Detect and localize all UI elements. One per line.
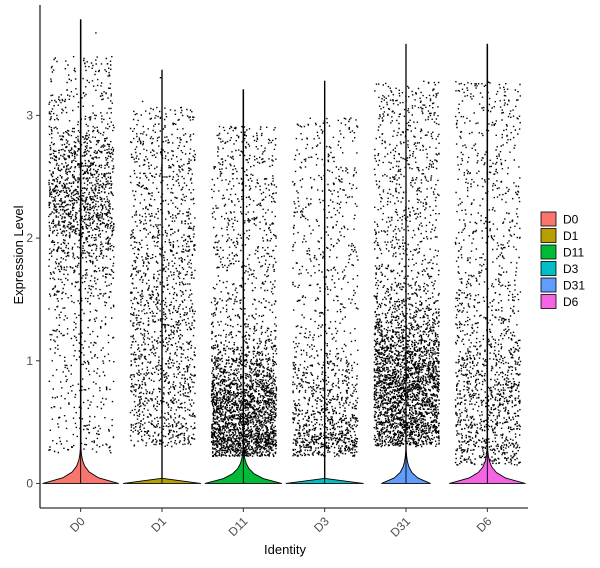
x-tick-label-D11: D11 bbox=[226, 514, 251, 539]
y-tick-label-0: 0 bbox=[26, 476, 33, 490]
legend-swatch-D11 bbox=[540, 244, 557, 260]
legend-swatch-D31 bbox=[540, 277, 557, 293]
jitter-points-D1 bbox=[129, 77, 196, 448]
legend-label-D11: D11 bbox=[563, 246, 584, 260]
axes: 0 1 2 3 D0 D1 D11 D3 D31 D6 bbox=[26, 5, 528, 540]
legend-label-D3: D3 bbox=[563, 262, 579, 276]
y-tick-label-1: 1 bbox=[26, 354, 33, 368]
violins bbox=[42, 19, 526, 484]
y-tick-label-2: 2 bbox=[26, 231, 33, 245]
legend-swatch-D0 bbox=[540, 211, 557, 227]
x-tick-label-D6: D6 bbox=[474, 514, 495, 535]
x-tick-label-D0: D0 bbox=[67, 514, 88, 535]
legend: D0 D1 D11 D3 D31 D6 bbox=[540, 211, 585, 309]
legend-swatch-D3 bbox=[540, 261, 557, 276]
jitter-points-D31 bbox=[373, 80, 440, 448]
y-tick-label-3: 3 bbox=[26, 108, 33, 122]
legend-label-D6: D6 bbox=[563, 295, 579, 309]
x-axis-title: Identity bbox=[264, 542, 306, 557]
legend-label-D0: D0 bbox=[563, 213, 579, 227]
legend-swatch-D6 bbox=[540, 294, 557, 309]
jitter-points-D0 bbox=[48, 32, 115, 454]
legend-label-D1: D1 bbox=[563, 229, 579, 243]
x-tick-label-D1: D1 bbox=[148, 514, 169, 535]
x-tick-label-D31: D31 bbox=[388, 514, 414, 540]
jitter-points bbox=[48, 32, 522, 466]
jitter-points-D6 bbox=[454, 81, 522, 466]
legend-label-D31: D31 bbox=[563, 279, 585, 293]
x-tick-label-D3: D3 bbox=[311, 514, 332, 535]
jitter-points-D3 bbox=[292, 117, 359, 457]
y-axis-title: Expression Level bbox=[11, 205, 26, 304]
legend-swatch-D1 bbox=[540, 228, 557, 243]
